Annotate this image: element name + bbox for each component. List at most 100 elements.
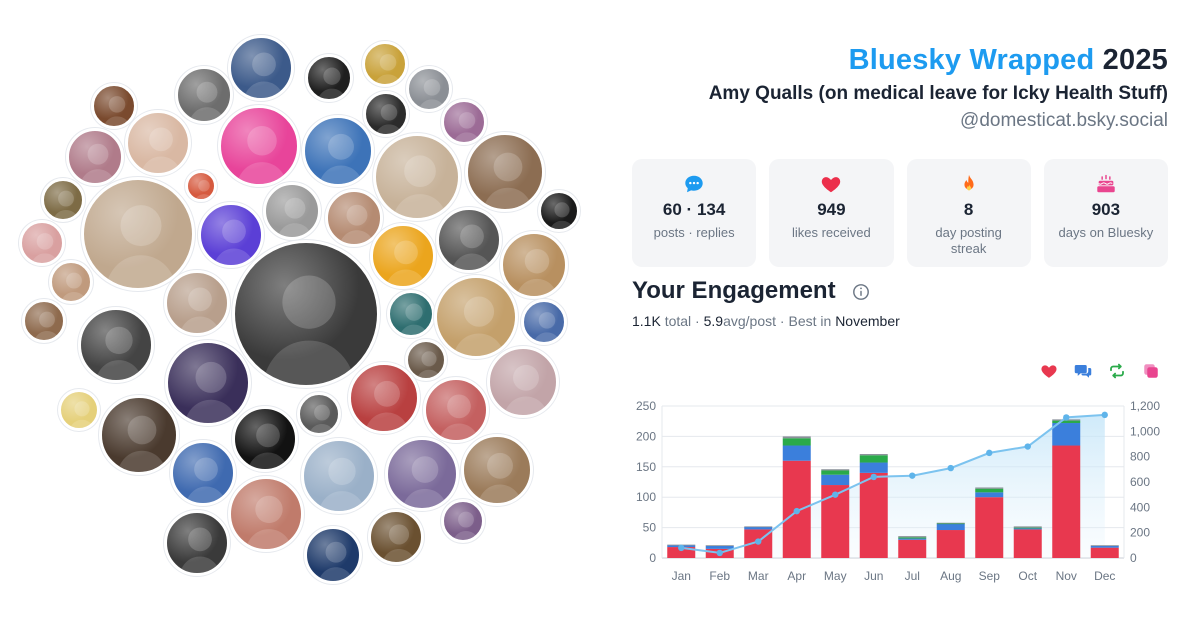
avatar[interactable] xyxy=(363,91,409,137)
avatar[interactable] xyxy=(370,223,436,289)
person-silhouette-icon xyxy=(319,133,363,184)
wrapped-panel: Bluesky Wrapped 2025 Amy Qualls (on medi… xyxy=(632,0,1168,630)
avatar[interactable] xyxy=(441,99,487,145)
repost-icon[interactable] xyxy=(1108,362,1126,380)
avatar[interactable] xyxy=(58,389,100,431)
avatar-cluster xyxy=(19,35,580,584)
avatar[interactable] xyxy=(405,339,447,381)
bar-segment xyxy=(1013,527,1042,529)
bar-segment xyxy=(782,438,811,446)
avatar[interactable] xyxy=(387,290,435,338)
avatar[interactable] xyxy=(19,220,65,266)
bar-segment xyxy=(898,538,927,540)
line-point xyxy=(1101,411,1108,419)
bar-segment xyxy=(821,474,850,486)
avatar[interactable] xyxy=(99,395,179,475)
person-silhouette-icon xyxy=(189,81,225,121)
x-tick-label: Mar xyxy=(748,569,769,583)
brand-title: Bluesky Wrapped xyxy=(848,44,1095,76)
avatar[interactable] xyxy=(49,260,93,304)
person-silhouette-icon xyxy=(141,127,181,173)
avatar[interactable] xyxy=(297,392,341,436)
avatar[interactable] xyxy=(66,128,124,186)
avatar[interactable] xyxy=(385,437,459,511)
avatar[interactable] xyxy=(41,178,85,222)
avatar[interactable] xyxy=(434,275,518,359)
avatar[interactable] xyxy=(228,476,304,552)
avatar[interactable] xyxy=(302,115,374,187)
stat-value: 8 xyxy=(963,200,974,219)
avatar[interactable] xyxy=(170,440,236,506)
person-silhouette-icon xyxy=(186,457,226,503)
person-silhouette-icon xyxy=(339,204,375,244)
avatar[interactable] xyxy=(185,170,217,202)
avatar[interactable] xyxy=(164,510,230,576)
x-tick-label: Jun xyxy=(864,569,883,583)
person-silhouette-icon xyxy=(277,197,313,237)
avatar[interactable] xyxy=(362,41,408,87)
stat-value: 60 · 134 xyxy=(662,200,726,219)
person-silhouette-icon xyxy=(195,180,213,199)
avatar[interactable] xyxy=(232,406,298,472)
person-silhouette-icon xyxy=(318,541,354,581)
avatar[interactable] xyxy=(305,54,353,102)
person-silhouette-icon xyxy=(70,401,94,428)
avatar[interactable] xyxy=(164,270,230,336)
avatar[interactable] xyxy=(500,231,568,299)
bar-segment xyxy=(975,497,1004,558)
avatar[interactable] xyxy=(301,438,377,514)
avatar[interactable] xyxy=(198,202,264,268)
person-silhouette-icon xyxy=(53,190,79,219)
avatar[interactable] xyxy=(232,240,380,388)
avatar[interactable] xyxy=(441,499,485,543)
avatar[interactable] xyxy=(228,35,294,101)
avatar[interactable] xyxy=(325,189,383,247)
avg-label: avg/post xyxy=(723,313,777,329)
avatar[interactable] xyxy=(538,190,580,232)
avatar[interactable] xyxy=(487,346,559,418)
avatar[interactable] xyxy=(348,362,420,434)
avatar[interactable] xyxy=(368,509,424,565)
avatar[interactable] xyxy=(436,207,502,273)
x-tick-label: Jan xyxy=(672,569,691,583)
avatar[interactable] xyxy=(125,110,191,176)
avatar[interactable] xyxy=(304,526,362,584)
person-silhouette-icon xyxy=(245,495,293,549)
info-icon[interactable] xyxy=(852,283,870,301)
person-silhouette-icon xyxy=(392,155,448,218)
y-tick-label: 200 xyxy=(636,429,656,443)
cake-icon xyxy=(1097,174,1115,193)
avatar[interactable] xyxy=(521,299,567,345)
avatar[interactable] xyxy=(406,66,452,112)
bar-segment xyxy=(898,537,927,539)
avatar[interactable] xyxy=(91,83,137,129)
avatar[interactable] xyxy=(423,377,489,443)
person-silhouette-icon xyxy=(550,202,574,229)
quote-icon[interactable] xyxy=(1142,362,1160,380)
avatar[interactable] xyxy=(465,132,545,212)
avatar[interactable] xyxy=(461,434,533,506)
avatar[interactable] xyxy=(175,66,233,124)
bar-segment xyxy=(898,539,927,558)
line-point xyxy=(716,549,723,557)
line-point xyxy=(986,449,993,457)
bar-segment xyxy=(821,469,850,471)
avatar[interactable] xyxy=(81,177,195,291)
avatar[interactable] xyxy=(165,340,251,426)
reply-icon[interactable] xyxy=(1074,362,1092,380)
bar-segment xyxy=(667,547,696,558)
avatar[interactable] xyxy=(78,307,154,383)
bar-segment xyxy=(1090,547,1119,558)
display-name: Amy Qualls (on medical leave for Icky He… xyxy=(708,83,1168,104)
avatar[interactable] xyxy=(218,105,300,187)
line-point xyxy=(1024,443,1031,450)
line-point xyxy=(678,544,685,552)
x-tick-label: Aug xyxy=(940,569,961,583)
avatar[interactable] xyxy=(263,182,321,240)
y2-tick-label: 400 xyxy=(1130,500,1150,514)
stat-value: 903 xyxy=(1091,200,1121,219)
bar-segment xyxy=(782,436,811,439)
heart-icon[interactable] xyxy=(1040,362,1058,380)
avatar[interactable] xyxy=(373,133,461,221)
avatar[interactable] xyxy=(22,299,66,343)
